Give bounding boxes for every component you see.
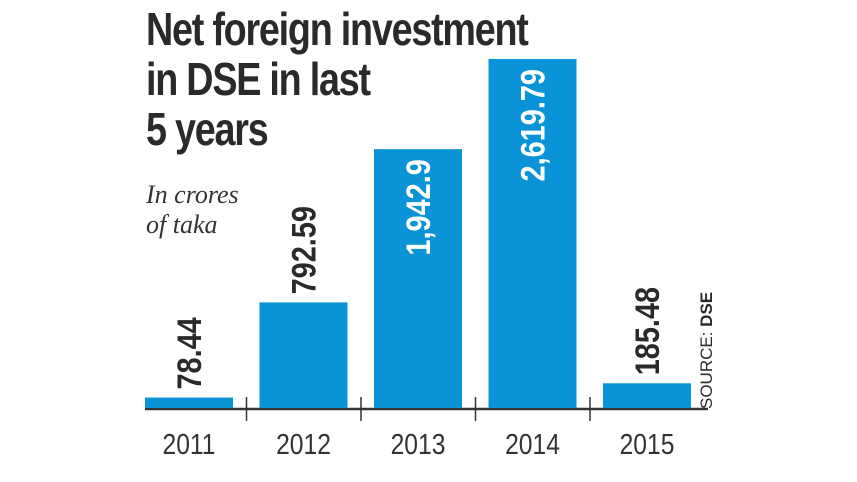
x-tick-label: 2014 — [505, 428, 560, 460]
chart-subtitle: In crores of taka — [146, 180, 239, 240]
title-line: Net foreign investment — [146, 3, 529, 55]
title-line: 5 years — [146, 103, 269, 155]
bar-2014 — [488, 59, 577, 408]
subtitle-line: In crores — [146, 180, 239, 209]
value-label: 792.59 — [284, 206, 323, 294]
x-tick-label: 2013 — [391, 428, 446, 460]
source-prefix: SOURCE: — [697, 327, 716, 409]
bar-2013 — [374, 149, 462, 409]
x-tick-label: 2011 — [163, 428, 216, 460]
bar-2015 — [603, 383, 691, 408]
bar-2011 — [145, 397, 233, 408]
title-line: in DSE in last — [146, 53, 371, 105]
value-label: 78.44 — [170, 317, 209, 390]
value-label: 1,942.9 — [399, 159, 438, 255]
subtitle-line: of taka — [146, 210, 218, 239]
x-tick-label: 2015 — [620, 428, 675, 460]
x-tick-label: 2012 — [276, 428, 331, 460]
chart-title: Net foreign investment in DSE in last 5 … — [146, 3, 529, 155]
bar-2012 — [259, 302, 348, 408]
value-label: 185.48 — [628, 287, 667, 375]
value-label: 2,619.79 — [513, 69, 552, 181]
source-note: SOURCE: DSE — [697, 292, 716, 409]
source-name: DSE — [697, 292, 716, 327]
